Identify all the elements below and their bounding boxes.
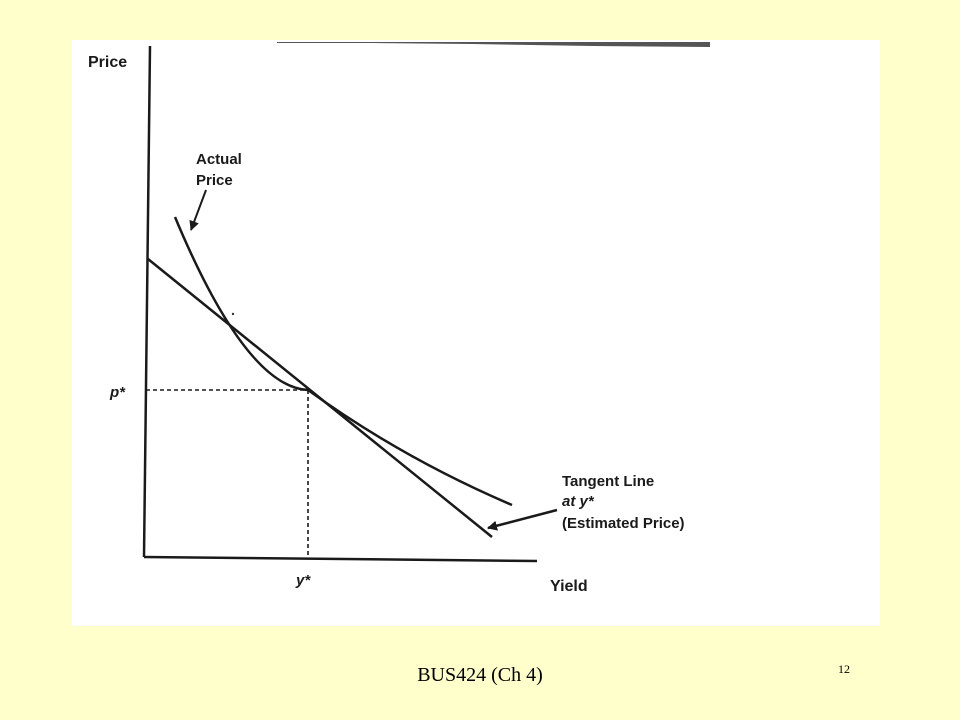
page-number: 12 [838, 662, 850, 676]
y-star-label: y* [295, 572, 311, 589]
y-axis-label: Price [88, 54, 127, 71]
actual-price-label: Actual Price [196, 151, 246, 189]
x-axis [143, 555, 538, 563]
p-star-label: p* [109, 384, 126, 401]
price-yield-diagram: Price Yield p* y* Actual Price Tangent L… [88, 42, 710, 595]
course-label: BUS424 (Ch 4) [417, 664, 543, 686]
figure-panel: Price Yield p* y* Actual Price Tangent L… [72, 40, 880, 626]
tangent-line-arrow [487, 508, 558, 531]
y-axis [142, 45, 152, 558]
tangent-line [147, 258, 493, 538]
scan-artifact [277, 42, 710, 47]
x-axis-label: Yield [550, 578, 588, 595]
actual-price-arrow [189, 189, 207, 231]
actual-price-curve [173, 216, 513, 507]
tangent-line-label: Tangent Line at y* (Estimated Price) [562, 473, 685, 532]
scan-speck [231, 312, 235, 316]
